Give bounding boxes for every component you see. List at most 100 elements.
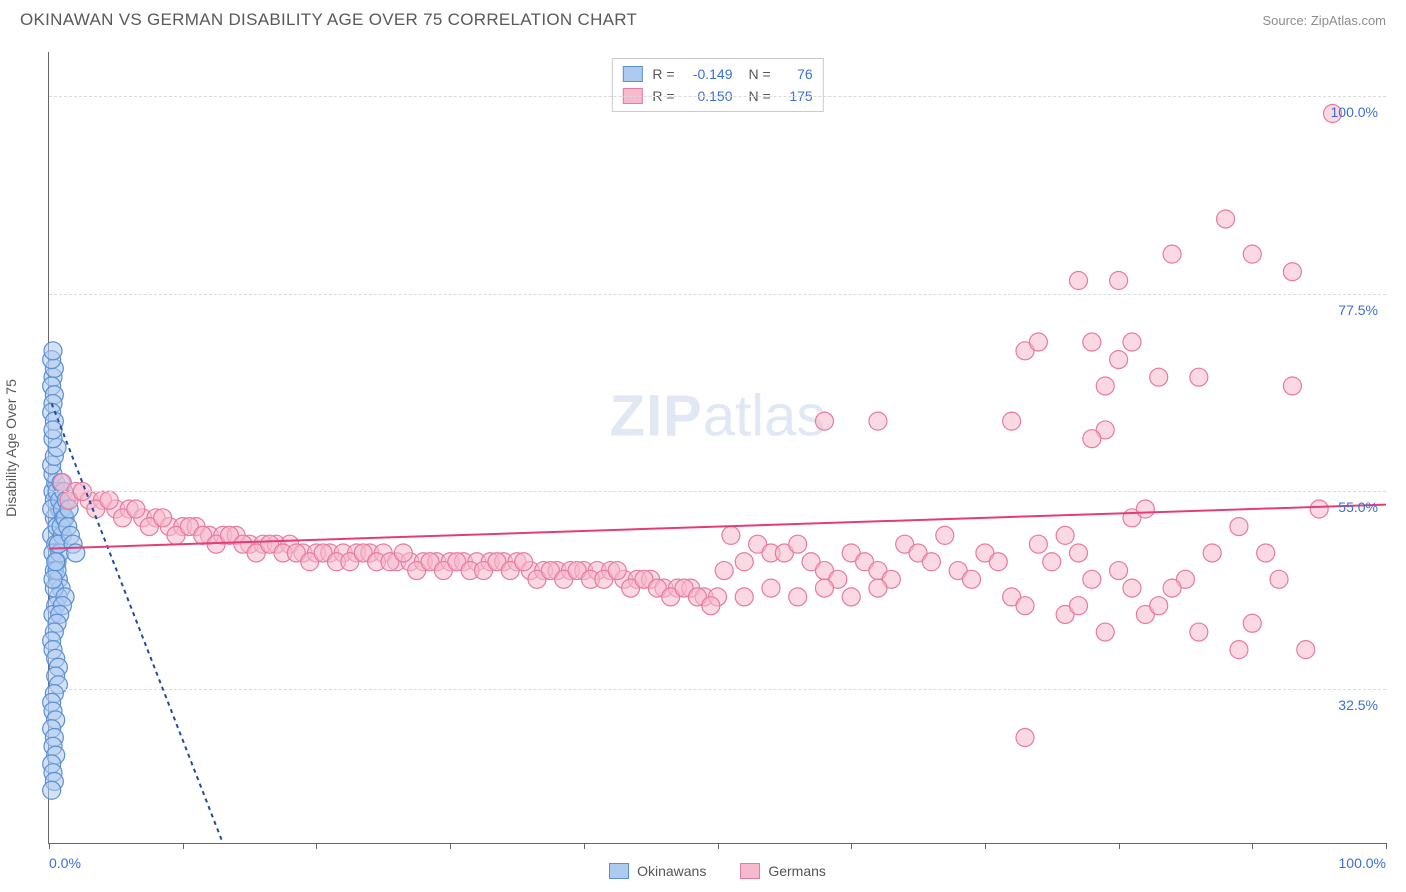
data-point: [1123, 579, 1141, 597]
y-tick-label: 32.5%: [1338, 697, 1378, 713]
stat-n-label: N =: [749, 63, 771, 85]
data-point: [1083, 570, 1101, 588]
data-point: [722, 526, 740, 544]
gridline: [49, 294, 1386, 295]
data-point: [43, 781, 61, 799]
data-point: [735, 588, 753, 606]
data-point: [789, 535, 807, 553]
data-point: [1029, 333, 1047, 351]
data-point: [762, 579, 780, 597]
scatter-svg: [49, 52, 1386, 843]
data-point: [1083, 430, 1101, 448]
data-point: [869, 412, 887, 430]
data-point: [1283, 377, 1301, 395]
y-tick-label: 55.0%: [1338, 499, 1378, 515]
chart-plot-area: ZIPatlas Disability Age Over 75 R =-0.14…: [48, 52, 1386, 844]
legend-swatch: [740, 863, 760, 879]
data-point: [1217, 210, 1235, 228]
data-point: [44, 421, 62, 439]
gridline: [49, 689, 1386, 690]
data-point: [1297, 641, 1315, 659]
legend-item: Okinawans: [609, 863, 706, 879]
data-point: [963, 570, 981, 588]
data-point: [1190, 368, 1208, 386]
data-point: [869, 579, 887, 597]
data-point: [922, 553, 940, 571]
legend-label: Germans: [768, 863, 826, 879]
chart-source: Source: ZipAtlas.com: [1262, 13, 1386, 28]
chart-title: OKINAWAN VS GERMAN DISABILITY AGE OVER 7…: [20, 10, 637, 30]
x-tick-label: 0.0%: [49, 855, 81, 871]
data-point: [1043, 553, 1061, 571]
data-point: [1110, 272, 1128, 290]
data-point: [1163, 245, 1181, 263]
data-point: [1190, 623, 1208, 641]
data-point: [127, 500, 145, 518]
data-point: [1003, 412, 1021, 430]
data-point: [1123, 333, 1141, 351]
x-tick: [450, 843, 451, 849]
data-point: [1310, 500, 1328, 518]
data-point: [702, 597, 720, 615]
x-tick: [985, 843, 986, 849]
data-point: [1136, 500, 1154, 518]
data-point: [1270, 570, 1288, 588]
y-tick-label: 77.5%: [1338, 302, 1378, 318]
data-point: [1150, 368, 1168, 386]
data-point: [1029, 535, 1047, 553]
stat-r-label: R =: [652, 63, 674, 85]
stats-legend-box: R =-0.149N =76R =0.150N =175: [611, 58, 823, 112]
data-point: [842, 588, 860, 606]
chart-header: OKINAWAN VS GERMAN DISABILITY AGE OVER 7…: [0, 0, 1406, 38]
data-point: [1083, 333, 1101, 351]
data-point: [1203, 544, 1221, 562]
data-point: [1016, 597, 1034, 615]
data-point: [515, 553, 533, 571]
x-tick: [49, 843, 50, 849]
data-point: [1150, 597, 1168, 615]
x-tick: [1252, 843, 1253, 849]
data-point: [100, 491, 118, 509]
data-point: [1056, 526, 1074, 544]
data-point: [1069, 272, 1087, 290]
stat-n-value: 76: [777, 63, 813, 85]
x-tick: [1119, 843, 1120, 849]
data-point: [989, 553, 1007, 571]
stat-r-value: -0.149: [681, 63, 733, 85]
data-point: [1096, 377, 1114, 395]
data-point: [815, 579, 833, 597]
stats-legend-row: R = -0.149 N = 76: [622, 63, 812, 85]
legend-label: Okinawans: [637, 863, 706, 879]
data-point: [1163, 579, 1181, 597]
data-point: [1110, 351, 1128, 369]
data-point: [1110, 562, 1128, 580]
data-point: [154, 509, 172, 527]
x-tick: [316, 843, 317, 849]
data-point: [936, 526, 954, 544]
data-point: [1283, 263, 1301, 281]
data-point: [1069, 597, 1087, 615]
x-tick: [718, 843, 719, 849]
x-tick: [584, 843, 585, 849]
data-point: [1096, 623, 1114, 641]
series-legend: Okinawans Germans: [49, 863, 1386, 879]
x-tick-label: 100.0%: [1339, 855, 1386, 871]
legend-swatch: [609, 863, 629, 879]
data-point: [47, 553, 65, 571]
data-point: [1230, 518, 1248, 536]
trend-line: [52, 404, 223, 843]
x-tick: [851, 843, 852, 849]
gridline: [49, 96, 1386, 97]
legend-swatch: [622, 66, 642, 82]
data-point: [1230, 641, 1248, 659]
x-tick: [1386, 843, 1387, 849]
data-point: [715, 562, 733, 580]
data-point: [735, 553, 753, 571]
y-tick-label: 100.0%: [1331, 104, 1378, 120]
data-point: [44, 570, 62, 588]
trend-line: [49, 505, 1386, 549]
legend-item: Germans: [740, 863, 826, 879]
gridline: [49, 491, 1386, 492]
data-point: [1069, 544, 1087, 562]
y-axis-label: Disability Age Over 75: [3, 379, 19, 517]
